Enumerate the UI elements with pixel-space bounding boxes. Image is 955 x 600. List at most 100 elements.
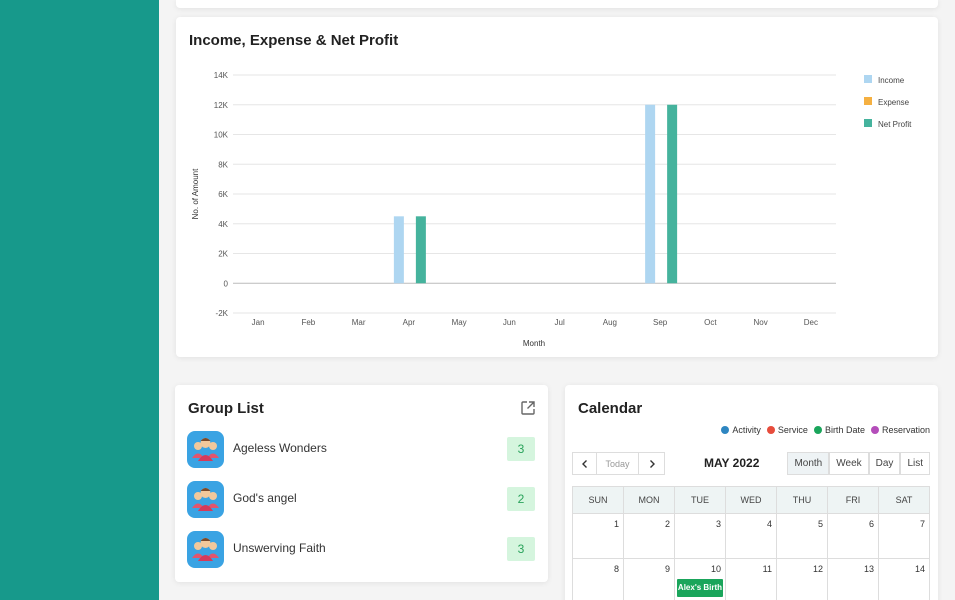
weekday-header: WED: [726, 487, 777, 513]
calendar-title: Calendar: [578, 400, 643, 417]
calendar-day-cell[interactable]: 5: [777, 514, 828, 559]
calendar-weekday-header: SUN MON TUE WED THU FRI SAT: [572, 486, 930, 514]
x-tick-label: Apr: [403, 318, 416, 327]
legend-swatch: [864, 75, 872, 83]
calendar-day-cell[interactable]: 4: [726, 514, 777, 559]
next-month-button[interactable]: [638, 452, 665, 475]
weekday-header: SAT: [895, 495, 913, 505]
income-expense-chart: 14K 12K 10K 8K 6K 4K 2K 0 -2K No. of Amount Month J…: [191, 71, 912, 348]
view-month-button[interactable]: Month: [787, 452, 830, 475]
calendar-day-cell[interactable]: 8: [573, 559, 624, 600]
y-tick-label: 8K: [218, 160, 228, 169]
calendar-legend-item: Service: [766, 425, 808, 435]
income-expense-chart-card: Income, Expense & Net Profit 14K 12K 10K 8K…: [176, 17, 938, 357]
calendar-day-cell[interactable]: 7: [879, 514, 930, 559]
calendar-card: Calendar Activity Service Birth Date Reserv…: [565, 385, 938, 600]
calendar-day-cell[interactable]: 2: [624, 514, 675, 559]
x-tick-label: Mar: [352, 318, 366, 327]
group-name: Unswerving Faith: [233, 541, 326, 555]
y-tick-label: 4K: [218, 220, 228, 229]
legend-label: Expense: [878, 98, 910, 107]
x-tick-label: Jan: [252, 318, 265, 327]
calendar-day-cell[interactable]: 12: [777, 559, 828, 600]
calendar-event[interactable]: Alex's Birth: [677, 579, 723, 597]
top-card-strip: [176, 0, 938, 8]
y-tick-label: 0: [224, 279, 229, 288]
group-list-item[interactable]: God's angel 2: [187, 481, 537, 519]
group-member-count-badge: 3: [507, 437, 535, 461]
calendar-day-cell[interactable]: 13: [828, 559, 879, 600]
group-list-item[interactable]: Ageless Wonders 3: [187, 431, 537, 469]
day-number: 14: [914, 564, 925, 574]
day-number: 13: [863, 564, 874, 574]
sidebar: [0, 0, 159, 600]
day-number: 2: [664, 519, 670, 529]
bar-net-profit: [667, 104, 678, 284]
group-member-count-badge: 3: [507, 537, 535, 561]
calendar-day-cell[interactable]: 3: [675, 514, 726, 559]
day-number: 3: [715, 519, 721, 529]
group-avatar-icon: [187, 431, 224, 468]
legend-dot-icon: [766, 426, 775, 434]
calendar-grid: SUN MON TUE WED THU FRI SAT 1 2 3 4 5 6 7 8 9 10 Alex's …: [572, 486, 930, 600]
view-switcher: Month Week Day List: [787, 452, 930, 475]
calendar-week-row: 1 2 3 4 5 6 7: [572, 514, 930, 559]
y-tick-label: 14K: [214, 71, 229, 80]
group-list-item[interactable]: Unswerving Faith 3: [187, 531, 537, 569]
legend-swatch: [864, 119, 872, 127]
prev-month-button[interactable]: [572, 452, 597, 475]
x-axis-label: Month: [523, 339, 545, 348]
today-button[interactable]: Today: [596, 452, 639, 475]
x-tick-label: Sep: [653, 318, 668, 327]
month-label: MAY 2022: [704, 456, 760, 470]
calendar-legend-item: Reservation: [870, 425, 930, 435]
group-member-count-badge: 2: [507, 487, 535, 511]
y-axis-label: No. of Amount: [191, 168, 200, 219]
legend-dot-icon: [870, 426, 879, 434]
x-tick-label: Jun: [503, 318, 516, 327]
x-tick-label: Jul: [555, 318, 565, 327]
x-tick-label: Nov: [754, 318, 768, 327]
calendar-legend-item: Activity: [721, 425, 761, 435]
y-tick-label: 10K: [214, 131, 229, 140]
bar-income: [645, 104, 656, 284]
day-number: 12: [812, 564, 823, 574]
calendar-day-cell[interactable]: 6: [828, 514, 879, 559]
legend-label: Net Profit: [878, 120, 912, 129]
day-number: 7: [919, 519, 925, 529]
calendar-toolbar: Today MAY 2022 Month Week Day List: [572, 452, 930, 475]
weekday-header: THU: [777, 487, 828, 513]
y-tick-label: 12K: [214, 101, 229, 110]
day-number: 8: [613, 564, 619, 574]
y-tick-label: -2K: [216, 309, 229, 318]
calendar-day-cell[interactable]: 1: [573, 514, 624, 559]
view-day-button[interactable]: Day: [868, 452, 901, 475]
calendar-legend-item: Birth Date: [813, 425, 865, 435]
x-tick-label: Feb: [301, 318, 315, 327]
day-number: 1: [613, 519, 619, 529]
weekday-header: MON: [624, 487, 675, 513]
view-list-button[interactable]: List: [900, 452, 930, 475]
day-number: 9: [664, 564, 670, 574]
y-tick-label: 6K: [218, 190, 228, 199]
group-list-card: Group List Ageless Wonders 3 God's angel 2 U…: [175, 385, 548, 582]
legend-swatch: [864, 97, 872, 105]
chevron-left-icon: [581, 459, 587, 468]
chevron-right-icon: [649, 459, 655, 468]
bar-net-profit: [415, 216, 426, 284]
day-number: 10: [710, 564, 721, 574]
y-tick-label: 2K: [218, 250, 228, 259]
weekday-header: FRI: [828, 487, 879, 513]
external-link-icon[interactable]: [520, 400, 536, 416]
view-week-button[interactable]: Week: [829, 452, 869, 475]
legend-dot-icon: [813, 426, 822, 434]
x-tick-label: Aug: [603, 318, 617, 327]
calendar-day-cell[interactable]: 9: [624, 559, 675, 600]
calendar-day-cell[interactable]: 10 Alex's Birth: [675, 559, 726, 600]
calendar-day-cell[interactable]: 14: [879, 559, 930, 600]
weekday-header: TUE: [675, 487, 726, 513]
legend-label: Income: [878, 76, 905, 85]
calendar-day-cell[interactable]: 11: [726, 559, 777, 600]
x-tick-label: May: [452, 318, 467, 327]
x-tick-label: Oct: [704, 318, 717, 327]
